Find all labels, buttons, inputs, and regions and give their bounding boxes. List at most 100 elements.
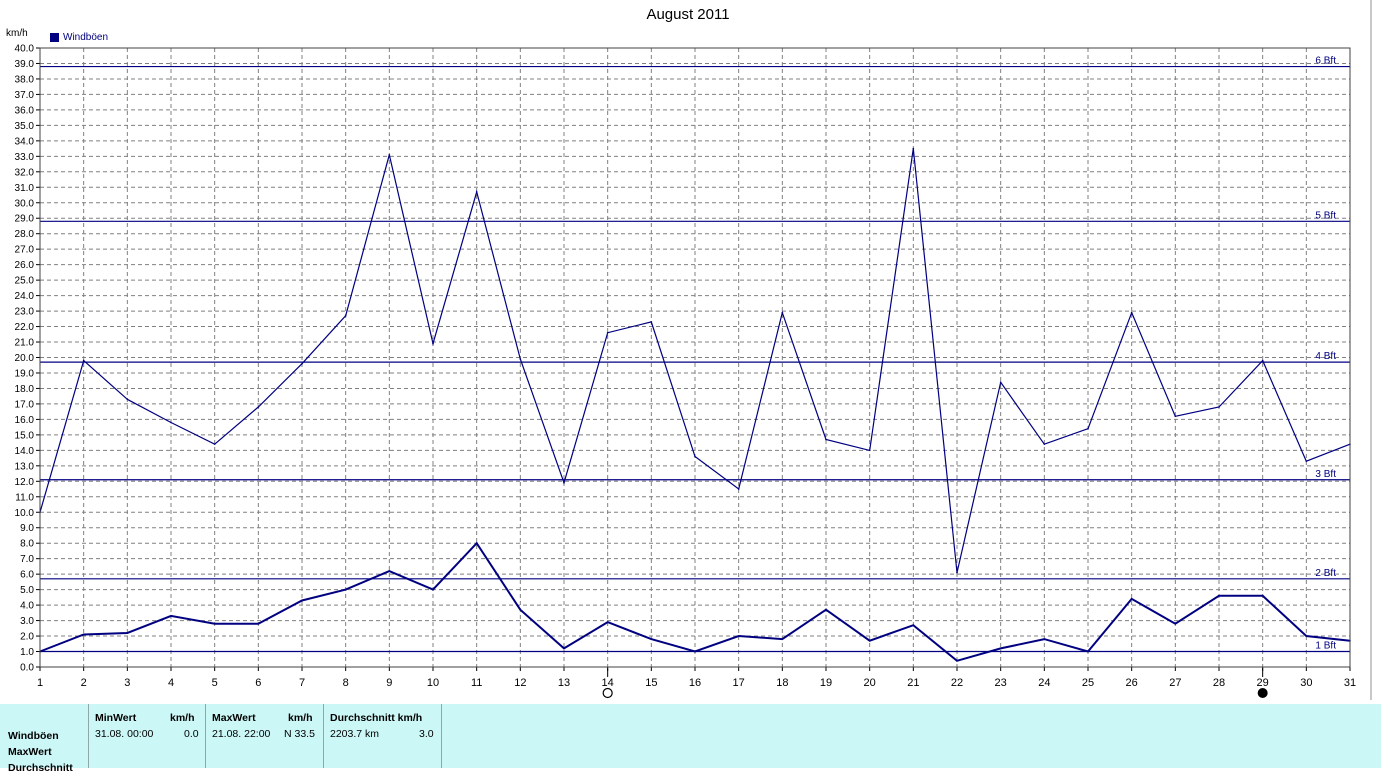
wind-gust-chart: 0.01.02.03.04.05.06.07.08.09.010.011.012…	[15, 44, 1356, 699]
x-tick-label: 28	[1213, 677, 1225, 689]
y-tick-label: 38.0	[15, 74, 35, 85]
x-tick-label: 27	[1169, 677, 1181, 689]
data-point	[1130, 311, 1133, 314]
data-point	[170, 421, 172, 424]
beaufort-label: 4 Bft	[1315, 351, 1336, 362]
min-header: MinWert	[95, 712, 137, 724]
data-point	[126, 632, 129, 634]
avg-value: 3.0	[419, 728, 434, 740]
y-tick-label: 22.0	[15, 322, 35, 333]
data-point	[213, 443, 216, 445]
avg-distance: 2203.7 km	[330, 728, 380, 740]
x-tick-label: 5	[212, 677, 218, 689]
x-tick-label: 29	[1257, 677, 1269, 689]
x-tick-label: 13	[558, 677, 570, 689]
y-tick-label: 9.0	[20, 523, 34, 534]
x-tick-label: 9	[386, 677, 392, 689]
x-tick-label: 22	[951, 677, 963, 689]
y-tick-label: 10.0	[15, 508, 35, 519]
data-point	[956, 571, 958, 574]
data-point	[650, 638, 653, 640]
data-point	[606, 621, 609, 623]
data-point	[825, 608, 827, 611]
data-point	[82, 359, 85, 362]
x-tick-label: 3	[124, 677, 130, 689]
data-point	[388, 153, 391, 156]
x-tick-label: 17	[733, 677, 745, 689]
x-tick-label: 25	[1082, 677, 1094, 689]
data-point	[912, 147, 915, 150]
data-point	[1218, 406, 1220, 408]
data-point	[475, 191, 478, 193]
beaufort-label: 1 Bft	[1315, 641, 1336, 652]
new-moon-icon	[1257, 688, 1268, 698]
data-point	[694, 455, 696, 458]
y-tick-label: 1.0	[20, 647, 34, 658]
beaufort-label: 6 Bft	[1315, 56, 1336, 67]
chart-title: August 2011	[646, 6, 730, 23]
data-point	[868, 639, 871, 642]
stats-row-label: Durchschnitt	[8, 762, 73, 774]
data-point	[1218, 595, 1220, 597]
data-point	[781, 311, 784, 314]
y-tick-label: 23.0	[15, 307, 35, 318]
data-point	[650, 321, 653, 323]
y-tick-label: 31.0	[15, 183, 35, 194]
y-tick-label: 2.0	[20, 632, 34, 643]
y-tick-label: 15.0	[15, 430, 35, 441]
data-point	[1174, 415, 1177, 418]
y-tick-label: 25.0	[15, 276, 35, 287]
data-point	[1261, 595, 1264, 597]
data-point	[956, 660, 958, 662]
x-tick-label: 6	[255, 677, 261, 689]
y-tick-label: 4.0	[20, 601, 34, 612]
data-point	[82, 633, 85, 636]
data-point	[388, 570, 391, 572]
data-point	[1305, 635, 1308, 637]
data-point	[432, 588, 434, 591]
x-tick-label: 14	[602, 677, 614, 689]
max-datetime: 21.08. 22:00	[212, 728, 271, 740]
data-point	[170, 615, 172, 617]
y-tick-label: 8.0	[20, 539, 34, 550]
data-point	[737, 635, 740, 637]
data-point	[257, 622, 260, 625]
x-tick-label: 30	[1300, 677, 1312, 689]
full-moon-icon	[602, 687, 613, 699]
data-point	[868, 449, 871, 452]
x-tick-label: 24	[1038, 677, 1050, 689]
x-tick-label: 10	[427, 677, 439, 689]
y-tick-label: 35.0	[15, 121, 35, 132]
data-point	[1043, 638, 1046, 640]
right-edge	[1368, 0, 1381, 700]
data-point	[432, 342, 434, 345]
y-tick-label: 37.0	[15, 90, 35, 101]
y-tick-label: 0.0	[20, 663, 34, 674]
y-tick-label: 16.0	[15, 415, 35, 426]
data-point	[999, 647, 1002, 650]
y-tick-label: 13.0	[15, 461, 35, 472]
y-tick-label: 27.0	[15, 245, 35, 256]
x-tick-label: 15	[645, 677, 657, 689]
y-tick-label: 33.0	[15, 152, 35, 163]
x-tick-label: 4	[168, 677, 174, 689]
max-unit: km/h	[288, 712, 313, 724]
min-value: 0.0	[184, 728, 199, 740]
stats-divider	[441, 704, 442, 768]
stats-row-label: MaxWert	[8, 746, 52, 758]
x-tick-label: 18	[776, 677, 788, 689]
x-tick-label: 19	[820, 677, 832, 689]
legend: Windböen	[50, 32, 108, 43]
statistics-panel: Windböen MaxWert Durchschnitt MinWert km…	[0, 704, 1381, 774]
data-point	[563, 482, 565, 484]
y-tick-label: 28.0	[15, 229, 35, 240]
data-point	[825, 438, 827, 441]
y-tick-label: 24.0	[15, 291, 35, 302]
y-tick-label: 3.0	[20, 616, 34, 627]
x-tick-label: 8	[343, 677, 349, 689]
data-point	[606, 331, 609, 334]
y-tick-label: 14.0	[15, 446, 35, 457]
data-point	[563, 647, 565, 650]
y-tick-label: 6.0	[20, 570, 34, 581]
data-point	[126, 398, 129, 401]
